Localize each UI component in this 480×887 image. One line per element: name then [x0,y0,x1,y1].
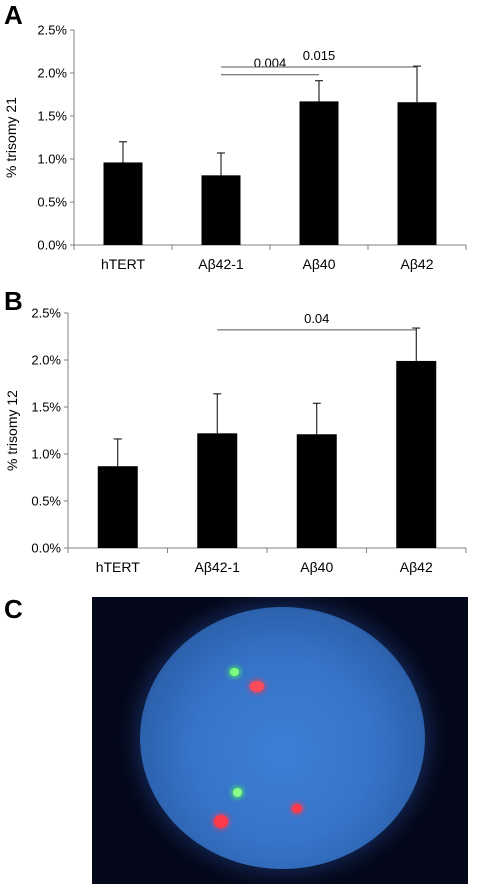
green-signal-spot [233,788,242,797]
panel-letter-b: B [4,286,23,316]
y-tick-label: 0.0% [31,541,61,556]
fish-micrograph [92,597,468,884]
bar [396,360,437,548]
y-tick-label: 1.5% [31,400,61,415]
x-category-label: hTERT [96,559,141,575]
bar [201,175,241,245]
x-category-label: hTERT [101,256,146,272]
y-axis-title: % trisomy 21 [3,97,19,178]
y-axis-title: % trisomy 12 [4,390,20,471]
y-tick-label: 2.0% [37,66,67,81]
y-tick-label: 1.5% [37,109,67,124]
bar [397,102,437,246]
x-category-label: Aβ40 [303,256,336,272]
panel-letter-c: C [4,594,23,624]
p-value-label: 0.004 [254,56,287,71]
y-tick-label: 1.0% [31,447,61,462]
bar [296,434,337,548]
y-tick-label: 0.5% [37,195,67,210]
x-category-label: Aβ40 [300,559,333,575]
x-category-label: Aβ42 [400,559,433,575]
red-signal-spot [214,815,228,828]
red-signal-spot [250,681,264,692]
x-category-label: Aβ42-1 [198,256,244,272]
bar [197,433,238,548]
y-tick-label: 0.0% [37,238,67,253]
x-category-label: Aβ42-1 [195,559,241,575]
y-tick-label: 2.5% [31,306,61,321]
nucleus [140,607,425,869]
y-tick-label: 2.5% [37,23,67,38]
red-signal-spot [292,804,302,813]
chart-trisomy-12: 0.0% 0.5% 1.0% 1.5% 2.0% 2.5% hTERT Aβ42-1 Aβ40 A… [4,306,467,575]
p-value-label: 0.04 [304,311,329,326]
bar [97,466,138,548]
y-tick-label: 1.0% [37,152,67,167]
x-category-label: Aβ42 [401,256,434,272]
p-value-label: 0.015 [303,48,336,63]
green-signal-spot [230,668,239,676]
bar [103,162,143,245]
bar [299,101,339,245]
panel-letter-a: A [4,0,23,30]
chart-trisomy-21: 0.0% 0.5% 1.0% 1.5% 2.0% 2.5% hTERT Aβ42-1 Aβ40 A… [3,23,467,272]
y-tick-label: 2.0% [31,353,61,368]
y-tick-label: 0.5% [31,494,61,509]
